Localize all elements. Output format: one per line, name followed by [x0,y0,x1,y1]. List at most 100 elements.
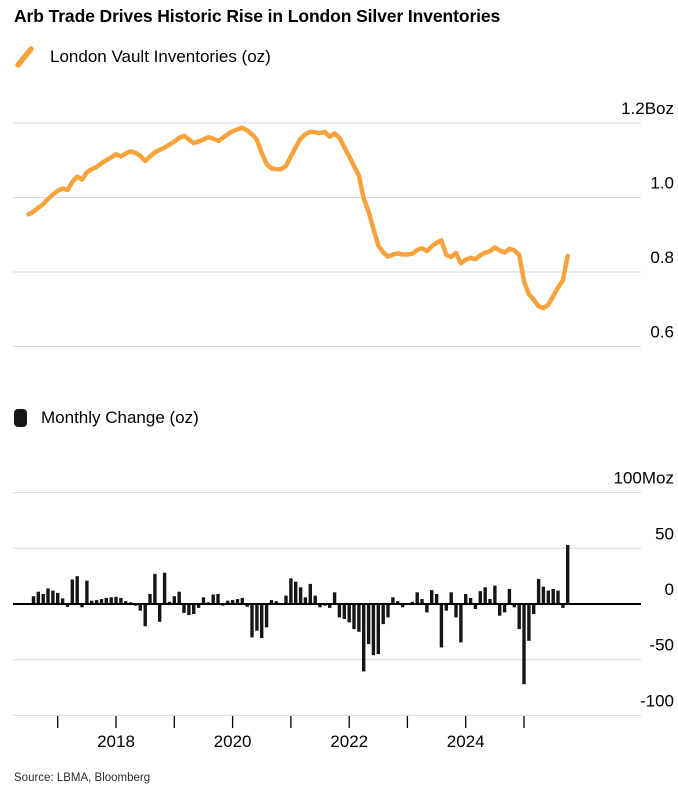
bar [337,604,342,618]
y-axis-label: -100 [640,691,674,710]
line-legend: London Vault Inventories (oz) [14,44,271,70]
bar [192,604,196,614]
bar [410,601,414,604]
bar-legend-label: Monthly Change (oz) [41,408,199,427]
bar [532,604,536,614]
line-series-marker-icon [15,46,34,68]
bar [143,604,147,627]
bar [352,604,356,630]
bar [444,604,448,611]
y-axis-label: 1.2Boz [621,99,674,118]
bar [148,594,152,604]
bar [70,579,74,604]
bar [318,604,322,608]
bar [342,604,346,619]
bar [90,600,94,604]
bar [255,604,259,631]
bar [478,591,482,604]
bar [386,604,390,618]
x-year-label: 2018 [97,732,135,751]
chart-title: Arb Trade Drives Historic Rise in London… [14,6,501,26]
bar [289,578,293,604]
bar [381,604,385,625]
x-year-label: 2024 [447,732,485,751]
bar [201,597,206,604]
bar [226,600,230,604]
bar [420,599,424,604]
bar [75,576,79,604]
bar [245,604,249,607]
bar [507,589,512,604]
bar [303,597,308,604]
bar [153,573,157,604]
bar [556,590,560,604]
bar-legend: Monthly Change (oz) [14,408,199,428]
bar [536,578,541,604]
bar [211,594,215,604]
bar [104,597,108,604]
bar [493,585,497,604]
bar [250,604,254,638]
bar [85,580,89,604]
x-year-label: 2020 [214,732,252,751]
bar [119,597,123,604]
bar [347,604,351,623]
x-year-label: 2022 [330,732,368,751]
bar [216,594,220,604]
bar [313,595,317,604]
bar [114,596,118,604]
bar [371,604,376,656]
y-axis-label: 0.6 [650,323,674,342]
bar [391,597,395,604]
bar [177,591,181,604]
bar [158,604,162,622]
bar [498,604,502,616]
bar [468,597,473,604]
line-legend-label: London Vault Inventories (oz) [50,47,271,66]
bar [488,599,492,604]
bar [41,594,45,604]
bar [551,589,555,604]
bar [138,604,142,611]
bar [60,598,65,604]
bar [425,604,429,613]
bar [308,583,312,604]
bar [376,604,380,655]
inventory-line-chart: 1.2Boz 1.0 0.8 0.6 [13,99,674,347]
bar [522,604,526,685]
bar [235,599,240,604]
inventory-line [26,125,570,311]
y-axis-label: 100Moz [614,469,674,488]
bar [196,604,201,608]
bar [541,586,546,604]
bar [483,587,487,604]
y-axis-label: 1.0 [650,174,674,193]
bar [332,592,337,604]
bar [31,596,36,604]
bar [298,587,303,604]
bar [172,596,176,604]
bar [36,591,40,604]
bar [167,601,172,604]
bar [473,604,478,609]
bar [56,592,60,604]
bar [46,588,50,604]
y-axis-label: 50 [655,524,674,543]
bar [415,592,419,604]
bar [366,604,371,645]
bar [264,604,269,628]
bar [187,604,191,616]
bar [546,590,550,604]
bar [454,604,458,618]
bar [527,604,531,641]
bar-series-marker-icon [14,409,27,427]
bar [400,604,405,608]
bar [517,604,521,630]
source-note: Source: LBMA, Bloomberg [14,772,151,784]
bar [269,600,274,604]
bar [396,601,400,604]
bar [99,599,104,604]
bar [274,601,278,604]
y-axis-label: 0.8 [650,248,674,267]
